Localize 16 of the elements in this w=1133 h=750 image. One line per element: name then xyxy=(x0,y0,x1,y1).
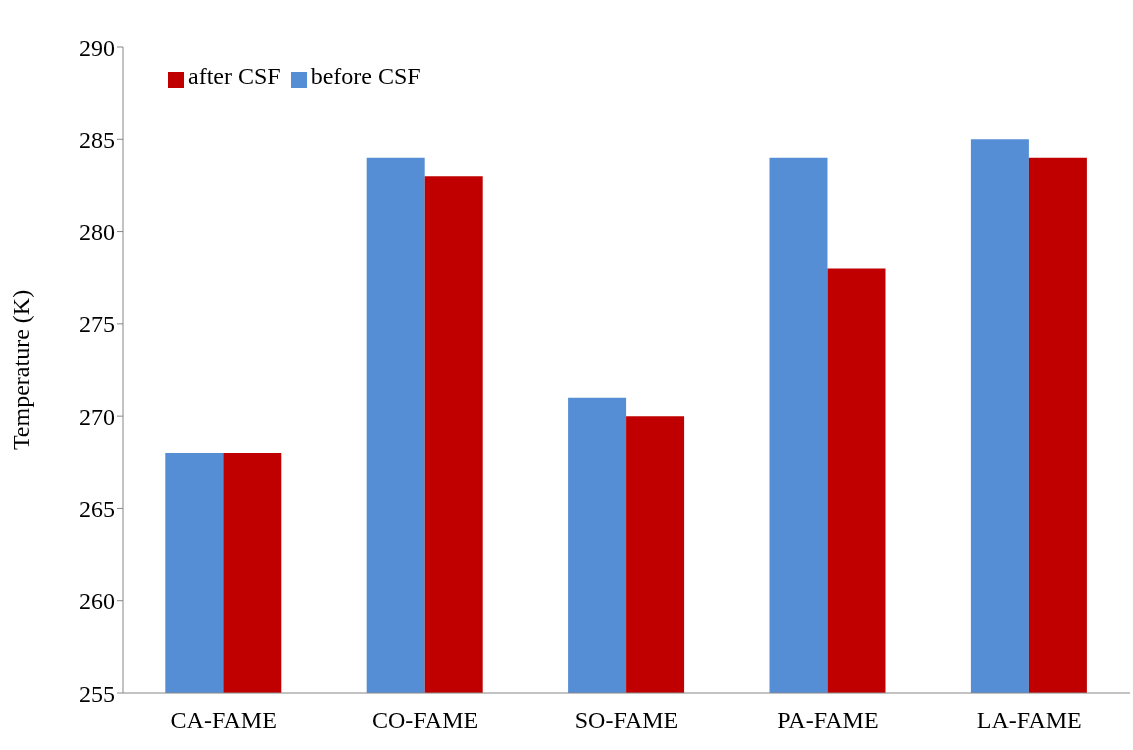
legend-label: after CSF xyxy=(188,63,281,89)
legend-label: before CSF xyxy=(310,63,421,89)
x-tick-label: SO-FAME xyxy=(574,707,679,734)
y-tick-label: 255 xyxy=(79,680,115,707)
x-tick-label: CA-FAME xyxy=(170,707,277,734)
y-tick-label: 265 xyxy=(79,495,115,522)
y-tick-label: 270 xyxy=(79,403,115,430)
x-tick-label: CO-FAME xyxy=(371,707,479,734)
y-axis-title: Temperature (K) xyxy=(7,289,34,451)
y-tick-label: 285 xyxy=(79,126,115,153)
x-tick-label: PA-FAME xyxy=(777,707,879,734)
y-tick-label: 280 xyxy=(79,219,115,246)
y-tick-label: 260 xyxy=(79,588,115,615)
x-tick-label: LA-FAME xyxy=(976,707,1082,734)
y-tick-label: 290 xyxy=(79,34,115,61)
y-tick-label: 275 xyxy=(79,311,115,338)
